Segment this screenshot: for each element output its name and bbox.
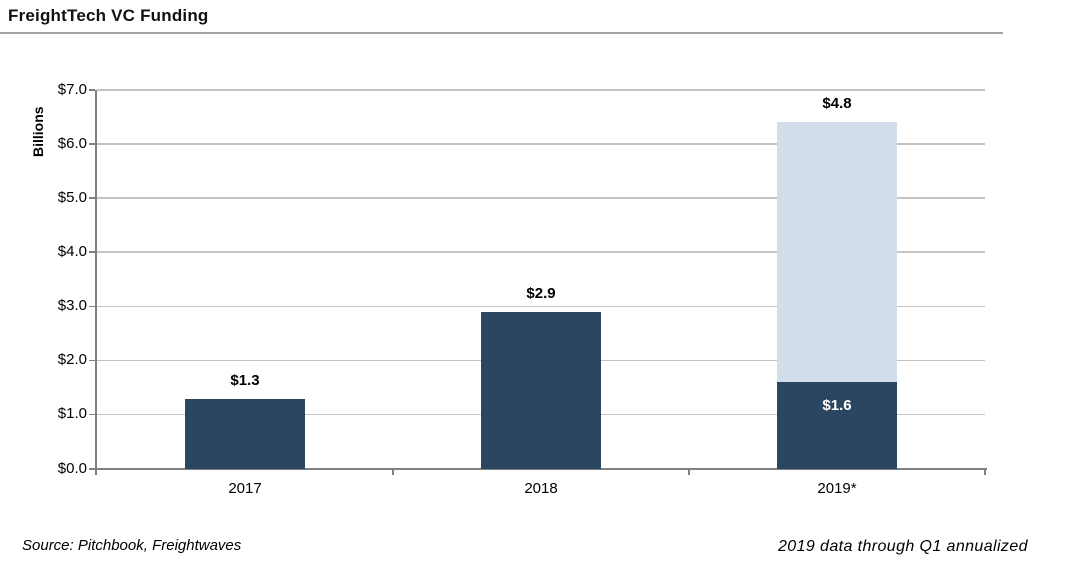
bar-value-label: $1.6: [822, 397, 852, 415]
x-tick-label: 2019*: [817, 480, 857, 497]
gridline: [97, 197, 985, 199]
bar-segment-annualized-projection: [777, 122, 897, 383]
x-tick-label: 2018: [524, 480, 558, 497]
y-axis-tick: [89, 251, 95, 253]
gridline: [97, 143, 985, 145]
gridline: [97, 251, 985, 253]
bar-value-label: $1.3: [230, 371, 260, 389]
y-axis-tick: [89, 305, 95, 308]
gridline: [97, 89, 985, 91]
bar-segment-actual-funding: [777, 382, 897, 469]
bar-segment-actual-funding: [185, 398, 305, 469]
y-tick-label: $6.0: [57, 134, 87, 152]
y-tick-label: $1.0: [57, 405, 87, 423]
bar-segment-actual-funding: [481, 311, 601, 469]
y-axis-tick: [89, 143, 95, 145]
y-tick-label: $0.0: [57, 459, 87, 477]
y-tick-label: $5.0: [57, 188, 87, 206]
annualized-note: 2019 data through Q1 annualized: [778, 538, 1028, 555]
y-axis-tick: [89, 359, 95, 362]
y-axis-line: [95, 90, 97, 475]
y-tick-label: $4.0: [57, 242, 87, 260]
gridline: [97, 305, 985, 308]
y-tick-label: $7.0: [57, 80, 87, 98]
y-tick-label: $3.0: [57, 297, 87, 315]
x-tick-label: 2017: [228, 480, 262, 497]
x-axis-tick: [392, 469, 394, 475]
page-title: FreightTech VC Funding: [8, 6, 209, 25]
y-axis-tick: [89, 468, 95, 470]
title-divider: [0, 32, 1003, 34]
y-axis-tick: [89, 197, 95, 199]
x-axis-line: [95, 468, 987, 470]
y-axis-tick: [89, 413, 95, 416]
x-axis-tick: [984, 469, 986, 475]
bar-value-label: $2.9: [526, 284, 556, 302]
bar-value-label: $4.8: [822, 95, 852, 113]
y-axis-tick: [89, 89, 95, 91]
x-axis-tick: [688, 469, 690, 475]
y-tick-label: $2.0: [57, 351, 87, 369]
source-note: Source: Pitchbook, Freightwaves: [22, 537, 242, 554]
